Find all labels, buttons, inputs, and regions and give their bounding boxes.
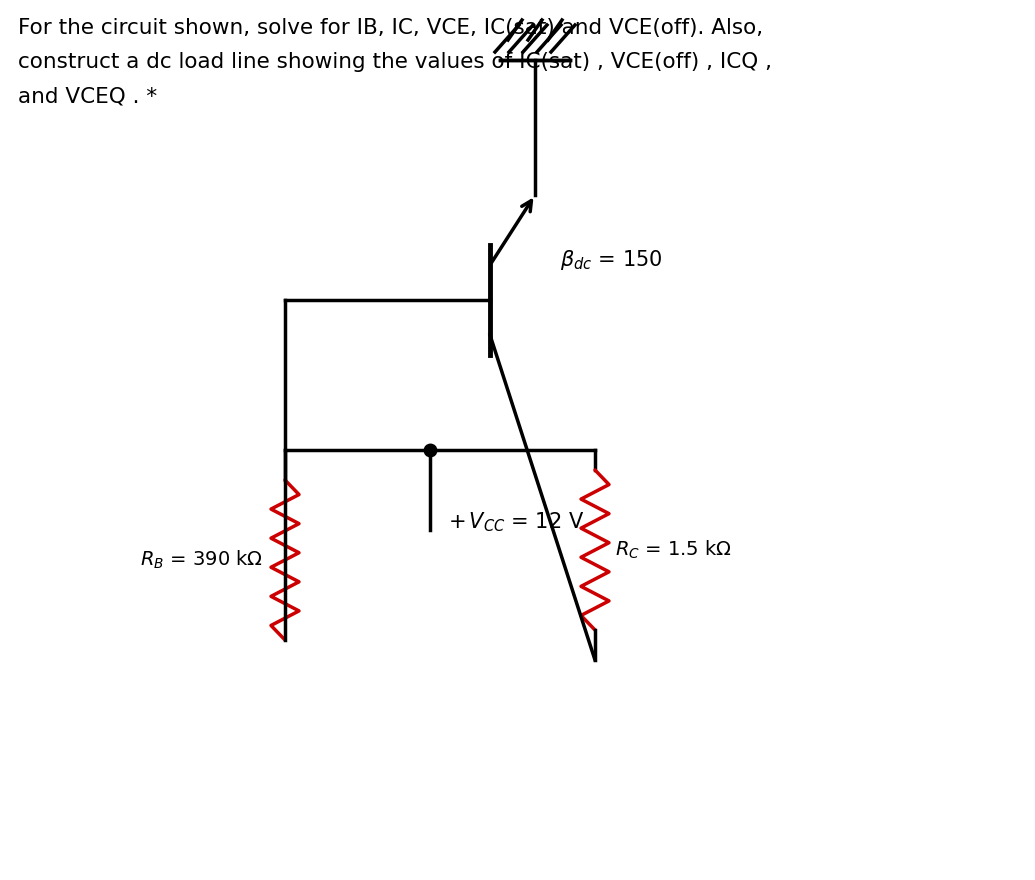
Text: and VCEQ . *: and VCEQ . * bbox=[18, 86, 157, 106]
Text: $\beta_{dc}$ = 150: $\beta_{dc}$ = 150 bbox=[560, 248, 662, 272]
Text: $+\,V_{CC}$ = 12 V: $+\,V_{CC}$ = 12 V bbox=[448, 510, 584, 534]
Text: construct a dc load line showing the values of IC(sat) , VCE(off) , ICQ ,: construct a dc load line showing the val… bbox=[18, 52, 772, 72]
Text: For the circuit shown, solve for IB, IC, VCE, IC(sat) and VCE(off). Also,: For the circuit shown, solve for IB, IC,… bbox=[18, 18, 763, 38]
Text: $R_B$ = 390 kΩ: $R_B$ = 390 kΩ bbox=[140, 549, 263, 571]
Text: $R_C$ = 1.5 kΩ: $R_C$ = 1.5 kΩ bbox=[615, 539, 732, 561]
